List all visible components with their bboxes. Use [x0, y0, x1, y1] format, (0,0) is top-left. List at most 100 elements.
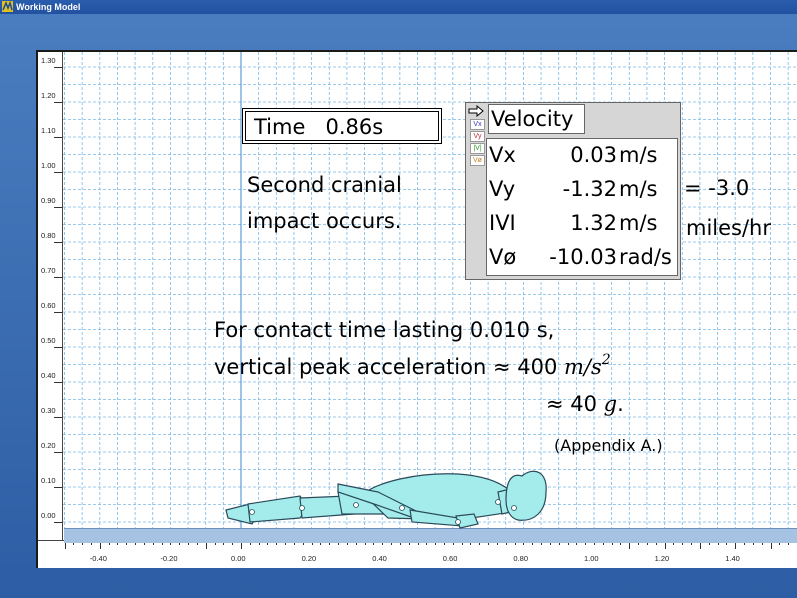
x-tick-label: 0.60: [442, 554, 458, 563]
x-tick-mark: [629, 541, 631, 549]
infant-body-model[interactable]: [38, 52, 797, 568]
impact-note-line1: Second cranial: [247, 173, 402, 197]
x-tick-mark: [196, 541, 198, 545]
x-tick-mark: [532, 541, 534, 545]
x-tick-mark: [338, 541, 340, 545]
acceleration-unit: m/s: [564, 355, 602, 379]
x-tick-mark: [761, 541, 763, 545]
x-tick-mark: [249, 541, 251, 545]
x-tick-mark: [452, 541, 454, 545]
x-tick-mark: [567, 541, 569, 545]
y-tick-label: 0.10: [41, 476, 56, 485]
time-unit: s: [372, 115, 384, 139]
x-tick-mark: [214, 541, 216, 545]
x-tick-mark: [673, 541, 675, 545]
x-tick-mark: [382, 541, 384, 545]
simulation-canvas[interactable]: 1.30 1.20 1.10 1.00 0.90 0.80 0.70 0.60 0.50 0.40…: [36, 50, 797, 568]
x-tick-mark: [708, 541, 710, 545]
x-tick-mark: [364, 541, 366, 545]
vx-unit: m/s: [619, 143, 658, 167]
x-tick-mark: [541, 541, 543, 545]
x-tick-mark: [90, 541, 92, 545]
x-tick-mark: [258, 541, 260, 545]
chip-vx[interactable]: Vx: [470, 119, 485, 130]
x-tick-mark: [620, 541, 622, 545]
y-tick-label: 0.80: [41, 231, 56, 240]
g-symbol: g: [603, 392, 618, 416]
y-tick-label: 1.00: [41, 161, 56, 170]
velocity-meter-title: Velocity: [488, 104, 585, 134]
vmag-label: IVI: [489, 211, 516, 235]
x-tick-label: 1.00: [584, 554, 599, 563]
y-tick-label: 0.90: [41, 196, 56, 205]
x-tick-mark: [241, 541, 242, 549]
y-tick-label: 1.10: [41, 126, 56, 135]
meter-arrow-icon[interactable]: [468, 105, 484, 117]
x-tick-mark: [691, 541, 693, 545]
y-tick-label: 0.40: [41, 371, 56, 380]
y-tick-mark: [54, 382, 62, 383]
chip-v-angular[interactable]: Vø: [470, 155, 485, 166]
x-tick-mark: [108, 541, 110, 545]
acceleration-exponent: 2: [601, 352, 611, 368]
ground-floor: [64, 528, 797, 543]
x-tick-mark: [558, 541, 560, 545]
velocity-row-vy: Vy -1.32 m/s: [489, 173, 675, 205]
y-tick-label: 0.30: [41, 406, 56, 415]
x-tick-mark: [276, 541, 278, 545]
vy-unit: m/s: [619, 177, 658, 201]
x-tick-mark: [682, 541, 684, 545]
y-tick-mark: [54, 312, 62, 313]
x-tick-mark: [170, 541, 172, 545]
x-tick-mark: [717, 541, 719, 545]
chip-v-magnitude[interactable]: |V|: [470, 143, 485, 154]
x-tick-mark: [735, 541, 737, 549]
x-tick-mark: [514, 541, 516, 545]
x-tick-mark: [408, 541, 410, 545]
time-label: Time: [254, 115, 306, 139]
x-tick-mark: [523, 541, 525, 545]
y-tick-label: 1.20: [41, 91, 56, 100]
x-tick-mark: [302, 541, 304, 545]
y-tick-label: 1.30: [41, 56, 56, 65]
x-tick-mark: [638, 541, 640, 545]
y-tick-label: 0.70: [41, 266, 56, 275]
x-tick-mark: [179, 541, 181, 545]
x-tick-mark: [788, 541, 790, 545]
x-tick-mark: [585, 541, 587, 545]
x-tick-mark: [355, 541, 357, 545]
velocity-meter[interactable]: Vx Vy |V| Vø Velocity Vx 0.03 m/s Vy -1.…: [465, 102, 681, 280]
x-tick-mark: [726, 541, 728, 545]
vx-label: Vx: [489, 143, 516, 167]
g-force-text: ≈ 40 g.: [546, 392, 624, 416]
conversion-equals: = -3.0: [684, 176, 750, 200]
x-tick-mark: [391, 541, 393, 545]
velocity-readouts: Vx 0.03 m/s Vy -1.32 m/s IVI 1.32 m/s Vø…: [486, 138, 678, 276]
peak-acceleration-text: vertical peak acceleration ≈ 400 m/s2: [214, 352, 611, 379]
vmag-value: 1.32: [570, 211, 617, 235]
time-value: 0.86: [325, 115, 373, 139]
x-tick-mark: [752, 541, 754, 545]
app-logo-icon: [2, 1, 13, 12]
x-tick-mark: [505, 541, 507, 545]
x-tick-label: -0.20: [160, 554, 178, 563]
g-force-suffix: .: [617, 392, 624, 416]
x-tick-mark: [594, 541, 595, 545]
y-tick-mark: [54, 102, 62, 103]
x-tick-mark: [699, 541, 701, 549]
x-tick-mark: [779, 541, 781, 545]
y-tick-mark: [54, 417, 62, 418]
contact-time-text: For contact time lasting 0.010 s,: [214, 318, 555, 342]
y-tick-label: 0.00: [41, 511, 56, 520]
time-meter[interactable]: Time 0.86s: [242, 108, 442, 144]
x-tick-mark: [161, 541, 163, 545]
y-tick-mark: [54, 452, 62, 453]
x-tick-mark: [744, 541, 746, 545]
y-axis-ruler: 1.30 1.20 1.10 1.00 0.90 0.80 0.70 0.60 0.50 0.40…: [38, 52, 63, 540]
vang-value: -10.03: [549, 245, 617, 269]
chip-vy[interactable]: Vy: [470, 131, 485, 142]
x-tick-mark: [126, 541, 128, 545]
head: [505, 470, 547, 521]
x-tick-mark: [329, 541, 331, 545]
x-tick-mark: [82, 541, 84, 545]
